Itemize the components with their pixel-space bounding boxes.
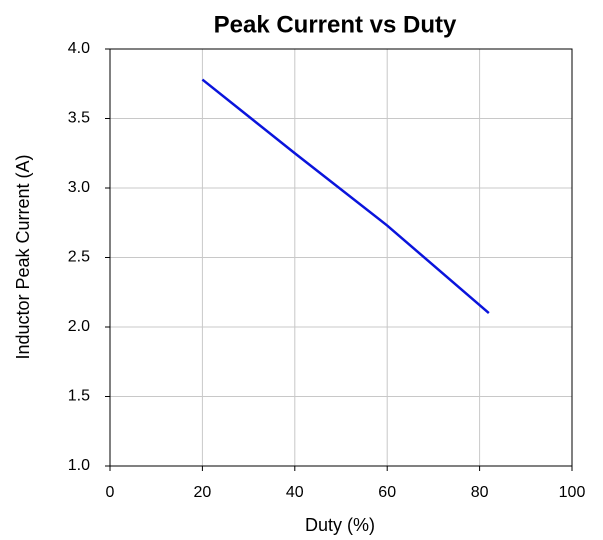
plot-frame [109,48,573,467]
y-axis-label: Inductor Peak Current (A) [13,154,33,359]
y-tick-label: 2.0 [68,318,90,335]
x-tick-label: 100 [559,484,586,501]
x-axis-label: Duty (%) [305,515,375,535]
x-tick-label: 40 [286,484,304,501]
y-tick-label: 1.5 [68,388,90,405]
x-tick-label: 20 [194,484,212,501]
y-tick-label: 2.5 [68,249,90,266]
x-tick-label: 0 [106,484,115,501]
y-tick-label: 3.5 [68,110,90,127]
data-line [201,78,490,315]
chart-title: Peak Current vs Duty [214,11,457,38]
x-tick-label: 60 [378,484,396,501]
y-tick-label: 4.0 [68,40,90,57]
x-tick-label: 80 [471,484,489,501]
y-tick-label: 3.0 [68,179,90,196]
y-tick-label: 1.0 [68,457,90,474]
